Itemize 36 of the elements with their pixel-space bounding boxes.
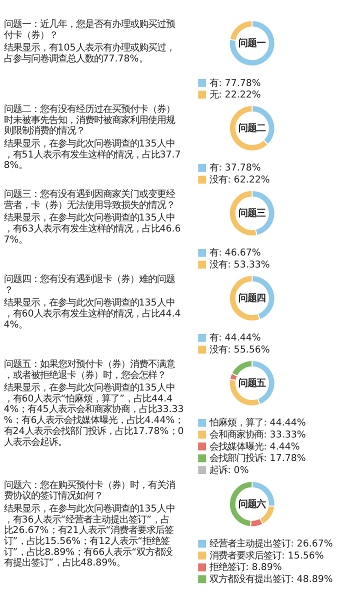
legend-label: 会和商家协商: 33.33% bbox=[210, 430, 306, 441]
text: 问题一：近几年，您是否有办理或购买过预付卡（券）？ bbox=[4, 18, 175, 41]
text: 问题五 bbox=[238, 378, 266, 390]
legend-label: 双方都没有提出签订: 48.89% bbox=[210, 574, 333, 585]
text: 问题三：您有没有遇到因商家关门或变更经营者，卡（券）无法使用导致损失的情况？ bbox=[4, 188, 175, 211]
text: 结果显示，在参与此次问卷调查的135人中，有60人表示有发生这样的情况，占比44.44%。 bbox=[4, 298, 181, 330]
text: 问题四：您有没有遇到退卡（券）难的问题？ bbox=[4, 274, 175, 296]
legend-label: 没有: 62.22% bbox=[210, 174, 270, 186]
legend-label: 经营者主动提出签订: 26.67% bbox=[210, 538, 333, 550]
donut-slice bbox=[229, 20, 276, 66]
legend-label: 怕麻烦，算了: 44.44% bbox=[208, 418, 306, 429]
legend-label: 拒绝签订: 8.89% bbox=[208, 562, 282, 574]
legend-label: 有: 46.67% bbox=[210, 248, 261, 259]
text: 问题三 bbox=[238, 208, 266, 220]
text: 结果显示，在参与此次问卷调查的135人中，有51人表示有发生这样的情况，占比37.78%。 bbox=[4, 138, 181, 172]
text: 问题二：您有没有经历过在买预付卡（券）时未被事先告知，消费时被商家利用使用规则限制消费的情况？ bbox=[4, 104, 175, 137]
legend-label: 有: 37.78% bbox=[210, 162, 261, 174]
legend-label: 会找部门投诉: 17.78% bbox=[210, 453, 306, 464]
legend-label: 有: 77.78% bbox=[210, 78, 261, 89]
text: 结果显示，在参与此次问卷调查的135人中，有63人表示有发生这样的情况，占比46.67%。 bbox=[4, 212, 181, 246]
legend-label: 无: 22.22% bbox=[210, 90, 261, 101]
text: 问题六：您在购买预付卡（券）时，有关消费协议的签订情况如何？ bbox=[4, 480, 175, 502]
legend-label: 有: 44.44% bbox=[210, 332, 261, 344]
legend-label: 没有: 55.56% bbox=[210, 344, 270, 356]
text: 问题六 bbox=[238, 498, 266, 510]
text: 问题二 bbox=[238, 123, 266, 134]
text: 结果显示，在参与此次问卷调查的135人中，有60人表示“怕麻烦，算了”，占比44.44%；有45人表示会和商家协商，占比33.33%；有6人表示会找媒体曝光，占比4.44%；有24人表示会找部门投诉，占比17.78%；0人表示会起诉。 bbox=[4, 382, 184, 448]
legend-label: 会找媒体曝光: 4.44% bbox=[210, 441, 300, 452]
legend-label: 起诉: 0% bbox=[210, 464, 249, 476]
text: 结果显示，有105人表示有办理或购买过，占参与问卷调查总人数的77.78%。 bbox=[4, 42, 175, 64]
text: 问题一 bbox=[238, 38, 266, 50]
text: 问题四 bbox=[238, 293, 266, 304]
legend-label: 没有: 53.33% bbox=[210, 260, 270, 271]
text: 结果显示，在参与此次问卷调查的135人中，有36人表示“经营者主动提出签订”，占比26.67%；有21人表示“消费者要求后签订”，占比15.56%；有12人表示“拒绝签订”，占比8.89%；有66人表示“双方都没有提出签订”，占比48.89%。 bbox=[4, 503, 175, 569]
legend-label: 消费者要求后签订: 15.56% bbox=[210, 550, 324, 562]
text: 问题五：如果您对预付卡（券）消费不满意，或者被拒绝退卡（券）时，您会怎样？ bbox=[4, 358, 175, 381]
